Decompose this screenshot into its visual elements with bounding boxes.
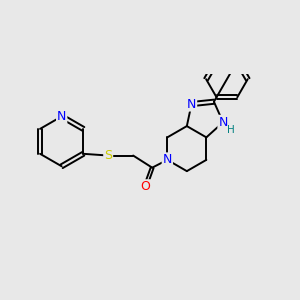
Text: N: N (163, 153, 172, 167)
Text: S: S (104, 149, 112, 162)
Text: H: H (227, 125, 235, 135)
Text: N: N (187, 98, 196, 111)
Text: N: N (57, 110, 66, 123)
Text: N: N (218, 116, 228, 129)
Text: O: O (140, 180, 150, 193)
